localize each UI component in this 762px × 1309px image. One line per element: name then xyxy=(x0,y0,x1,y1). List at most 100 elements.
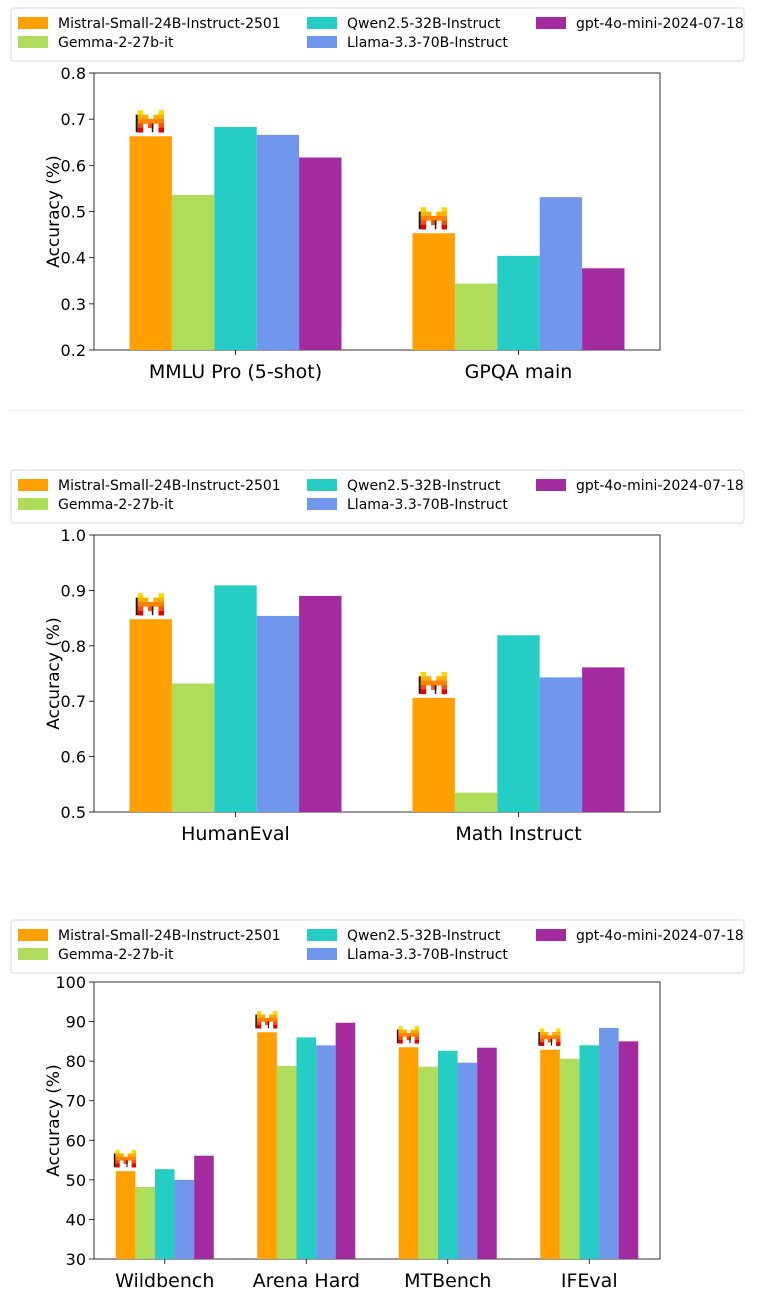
mistral-logo-block xyxy=(436,680,442,686)
mistral-logo-block xyxy=(414,1039,419,1044)
mistral-logo-block xyxy=(402,1032,407,1037)
mistral-logo-block xyxy=(148,123,154,129)
x-tick-label: Math Instruct xyxy=(455,823,581,845)
mistral-logo-block xyxy=(539,1042,545,1046)
mistral-logo-block xyxy=(539,1028,545,1033)
humaneval-math-chart: Mistral-Small-24B-Instruct-2501 Gemma-2-2… xyxy=(10,469,745,845)
legend-item-qwen2-5-32b-instruct: Qwen2.5-32B-Instruct xyxy=(307,478,501,494)
mistral-logo-block xyxy=(410,1029,415,1034)
bar-gemma-2-27b-it xyxy=(559,1058,580,1259)
legend-item-llama-3-3-70b-instruct: Llama-3.3-70B-Instruct xyxy=(307,35,508,51)
bar-gpt-4o-mini-2024-07-18 xyxy=(299,157,342,350)
mistral-logo-block xyxy=(148,606,154,612)
mistral-logo-block xyxy=(414,1036,419,1041)
bar-llama-3-3-70b-instruct xyxy=(539,677,583,812)
mistral-logo-block xyxy=(131,1163,136,1168)
mistral-logo-block xyxy=(131,1153,136,1158)
legend-swatch xyxy=(18,36,48,48)
mistral-logo-block xyxy=(137,597,144,603)
mistral-logo-shadow xyxy=(267,1021,270,1029)
mistral-logo-block xyxy=(539,1038,545,1043)
mistral-logo-block xyxy=(115,1156,120,1161)
mistral-logo-shadow xyxy=(418,676,421,694)
y-tick-label: 70 xyxy=(66,1092,86,1111)
legend-swatch xyxy=(307,479,337,491)
legend-swatch xyxy=(307,498,337,510)
mistral-logo-block xyxy=(148,119,154,124)
bar-qwen2-5-32b-instruct xyxy=(296,1037,317,1259)
mistral-logo-block xyxy=(402,1029,407,1034)
legend-swatch xyxy=(536,17,566,29)
mistral-logo-block xyxy=(119,1153,124,1158)
plot-frame xyxy=(93,534,661,813)
bar-qwen2-5-32b-instruct xyxy=(437,1050,458,1259)
bar-gpt-4o-mini-2024-07-18 xyxy=(618,1041,639,1259)
bar-gemma-2-27b-it xyxy=(171,683,215,812)
legend-swatch xyxy=(307,948,337,960)
mistral-logo-block xyxy=(556,1042,561,1046)
mistral-logo-shadow xyxy=(255,1014,257,1029)
mistral-logo-block xyxy=(153,114,159,120)
legend-item-llama-3-3-70b-instruct: Llama-3.3-70B-Instruct xyxy=(307,497,508,513)
chart-separator xyxy=(8,410,746,411)
legend-label: Gemma-2-27b-it xyxy=(58,947,174,963)
legend-label: Qwen2.5-32B-Instruct xyxy=(347,16,501,32)
mistral-logo-block xyxy=(552,1031,557,1036)
bar-gemma-2-27b-it xyxy=(454,792,498,812)
bar-llama-3-3-70b-instruct xyxy=(174,1179,195,1259)
legend-label: gpt-4o-mini-2024-07-18 xyxy=(576,928,744,944)
bar-llama-3-3-70b-instruct xyxy=(599,1027,619,1259)
bar-gemma-2-27b-it xyxy=(418,1066,438,1259)
legend-item-qwen2-5-32b-instruct: Qwen2.5-32B-Instruct xyxy=(307,928,501,944)
mistral-logo-block xyxy=(137,606,144,612)
mistral-logo-shadow xyxy=(151,123,154,133)
mistral-logo-block xyxy=(115,1163,120,1168)
mistral-logo-block xyxy=(425,680,432,686)
mistral-logo-block xyxy=(148,602,154,607)
mistral-logo-block xyxy=(115,1160,120,1165)
mistral-logo-block xyxy=(441,220,447,226)
y-tick-label: 60 xyxy=(66,1131,86,1150)
wildbench-arena-mtbench-ifeval-chart: Mistral-Small-24B-Instruct-2501 Gemma-2-2… xyxy=(10,919,745,1292)
legend-item-gemma-2-27b-it: Gemma-2-27b-it xyxy=(18,497,174,513)
mistral-logo-block xyxy=(142,602,149,607)
legend-swatch xyxy=(307,17,337,29)
y-tick-label: 0.5 xyxy=(61,203,86,222)
y-tick-label: 0.8 xyxy=(61,64,86,83)
legend-swatch xyxy=(18,17,48,29)
mistral-logo-block xyxy=(158,127,164,133)
mistral-logo xyxy=(418,207,447,230)
mistral-logo-block xyxy=(153,597,159,603)
bar-qwen2-5-32b-instruct xyxy=(497,255,540,350)
mistral-logo-block xyxy=(142,597,149,603)
mistral-logo-block xyxy=(548,1035,553,1040)
x-tick-label: HumanEval xyxy=(181,823,290,845)
mistral-logo-block xyxy=(431,685,437,690)
bar-mistral-small-24b-instruct-2501 xyxy=(540,1049,560,1259)
bar-qwen2-5-32b-instruct xyxy=(154,1169,175,1259)
y-tick-label: 80 xyxy=(66,1052,86,1071)
mistral-logo-block xyxy=(431,220,437,226)
mistral-logo-block xyxy=(131,1160,136,1165)
mistral-logo xyxy=(396,1026,419,1044)
mistral-logo-block xyxy=(137,114,144,120)
bar-gemma-2-27b-it xyxy=(171,194,215,350)
legend-swatch xyxy=(18,929,48,941)
bar-gpt-4o-mini-2024-07-18 xyxy=(299,595,342,812)
bar-gemma-2-27b-it xyxy=(276,1065,297,1259)
mistral-logo-block xyxy=(441,685,447,690)
mistral-logo-block xyxy=(273,1014,278,1019)
mistral-logo-block xyxy=(425,211,432,217)
legend-label: gpt-4o-mini-2024-07-18 xyxy=(576,478,744,494)
legend-swatch xyxy=(307,36,337,48)
legend-label: Mistral-Small-24B-Instruct-2501 xyxy=(58,928,281,944)
mistral-logo-block xyxy=(441,224,447,230)
bar-gemma-2-27b-it xyxy=(135,1186,155,1259)
y-tick-label: 0.7 xyxy=(61,692,86,711)
mistral-logo-block xyxy=(158,123,164,129)
bar-llama-3-3-70b-instruct xyxy=(256,615,300,812)
bar-qwen2-5-32b-instruct xyxy=(214,585,257,812)
mistral-logo-block xyxy=(127,1153,132,1158)
mistral-logo xyxy=(538,1028,561,1046)
legend: Mistral-Small-24B-Instruct-2501 Gemma-2-2… xyxy=(10,919,745,974)
